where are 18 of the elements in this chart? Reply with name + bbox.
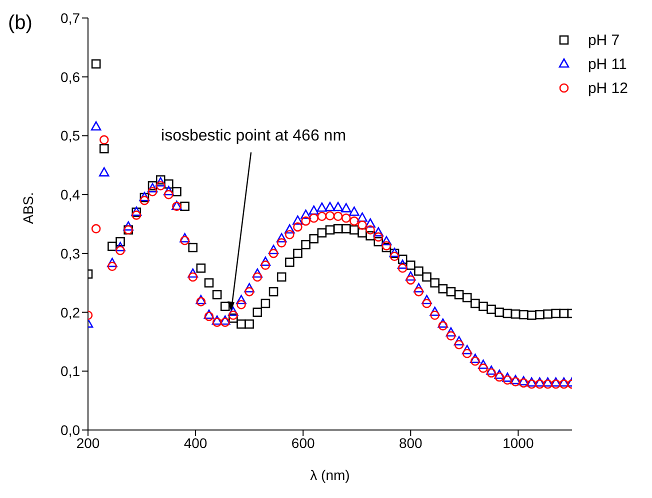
legend-label: pH 11 xyxy=(588,56,627,72)
x-tick-label: 600 xyxy=(291,434,315,451)
x-tick-label: 1000 xyxy=(502,434,534,451)
y-axis-title: ABS. xyxy=(20,192,36,224)
y-tick-label: 0,7 xyxy=(60,10,80,26)
x-axis-title: λ (nm) xyxy=(310,467,350,483)
legend-label: pH 7 xyxy=(588,32,620,48)
y-tick-label: 0,4 xyxy=(60,186,80,203)
annotation: isosbestic point at 466 nm xyxy=(161,127,346,144)
y-tick-label: 0,3 xyxy=(60,245,80,262)
x-tick-label: 400 xyxy=(184,434,208,451)
y-tick-label: 0,6 xyxy=(60,68,80,85)
x-tick-label: 800 xyxy=(398,434,423,451)
y-tick-label: 0,1 xyxy=(60,363,80,380)
y-tick-label: 0,5 xyxy=(60,128,80,144)
text: (b) xyxy=(8,12,32,35)
y-tick-label: 0,2 xyxy=(60,304,80,320)
legend-label: pH 12 xyxy=(588,80,628,96)
